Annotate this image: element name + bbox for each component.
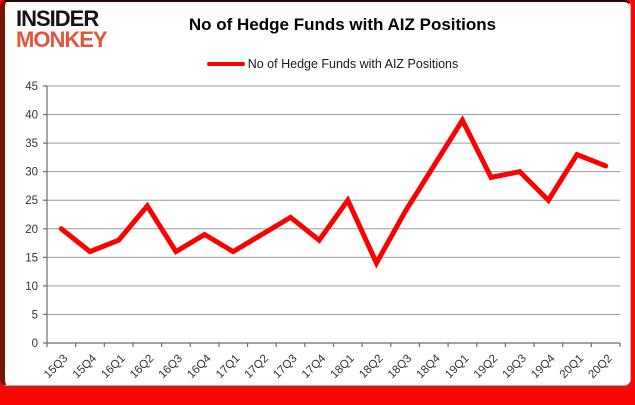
legend: No of Hedge Funds with AIZ Positions — [40, 57, 625, 71]
y-axis-tick-label: 25 — [25, 195, 38, 207]
x-axis-tick-label: 17Q1 — [214, 353, 242, 381]
x-axis-tick-label: 16Q4 — [185, 352, 214, 381]
x-axis-tick-label: 17Q3 — [271, 353, 299, 381]
x-axis-tick-label: 19Q2 — [472, 353, 500, 381]
x-axis-tick-label: 20Q2 — [586, 353, 614, 381]
y-axis-tick-label: 0 — [32, 338, 38, 350]
y-axis-tick-label: 15 — [25, 252, 38, 264]
x-axis-tick-label: 19Q4 — [529, 352, 558, 381]
chart-card — [0, 0, 631, 386]
x-axis-tick-label: 18Q4 — [415, 352, 444, 381]
legend-line-swatch — [206, 62, 245, 66]
chart-title: No of Hedge Funds with AIZ Positions — [188, 15, 497, 34]
series-line — [58, 115, 609, 269]
x-axis-tick-label: 16Q2 — [128, 353, 156, 381]
logo-line2: MONKEY — [16, 27, 108, 52]
y-axis-tick-label: 30 — [25, 167, 38, 179]
x-axis-tick-label: 17Q2 — [243, 353, 271, 381]
x-axis-tick-label: 16Q3 — [157, 353, 185, 381]
x-axis-tick-label: 18Q2 — [357, 353, 385, 381]
x-axis-tick-label: 18Q3 — [386, 353, 414, 381]
logo-line1: INSIDER — [16, 6, 99, 31]
x-axis-tick-label: 20Q1 — [558, 353, 586, 381]
insider-monkey-logo: INSIDER MONKEY — [16, 6, 108, 52]
x-axis-tick-label: 16Q1 — [99, 353, 127, 381]
legend-label: No of Hedge Funds with AIZ Positions — [247, 57, 459, 71]
y-axis-tick-label: 10 — [25, 281, 38, 293]
y-axis-tick-label: 40 — [25, 110, 38, 122]
x-axis-tick-label: 19Q1 — [443, 353, 471, 381]
x-axis-tick-label: 15Q4 — [71, 352, 100, 381]
y-axis-tick-label: 5 — [32, 309, 38, 321]
y-axis-tick-label: 20 — [25, 224, 38, 236]
y-axis-tick-label: 45 — [25, 81, 38, 93]
y-axis-tick-label: 35 — [25, 138, 38, 150]
x-axis-tick-label: 17Q4 — [300, 352, 329, 381]
x-axis-tick-label: 19Q3 — [500, 353, 528, 381]
x-axis-tick-label: 15Q3 — [42, 353, 70, 381]
x-axis-tick-label: 18Q1 — [329, 353, 357, 381]
